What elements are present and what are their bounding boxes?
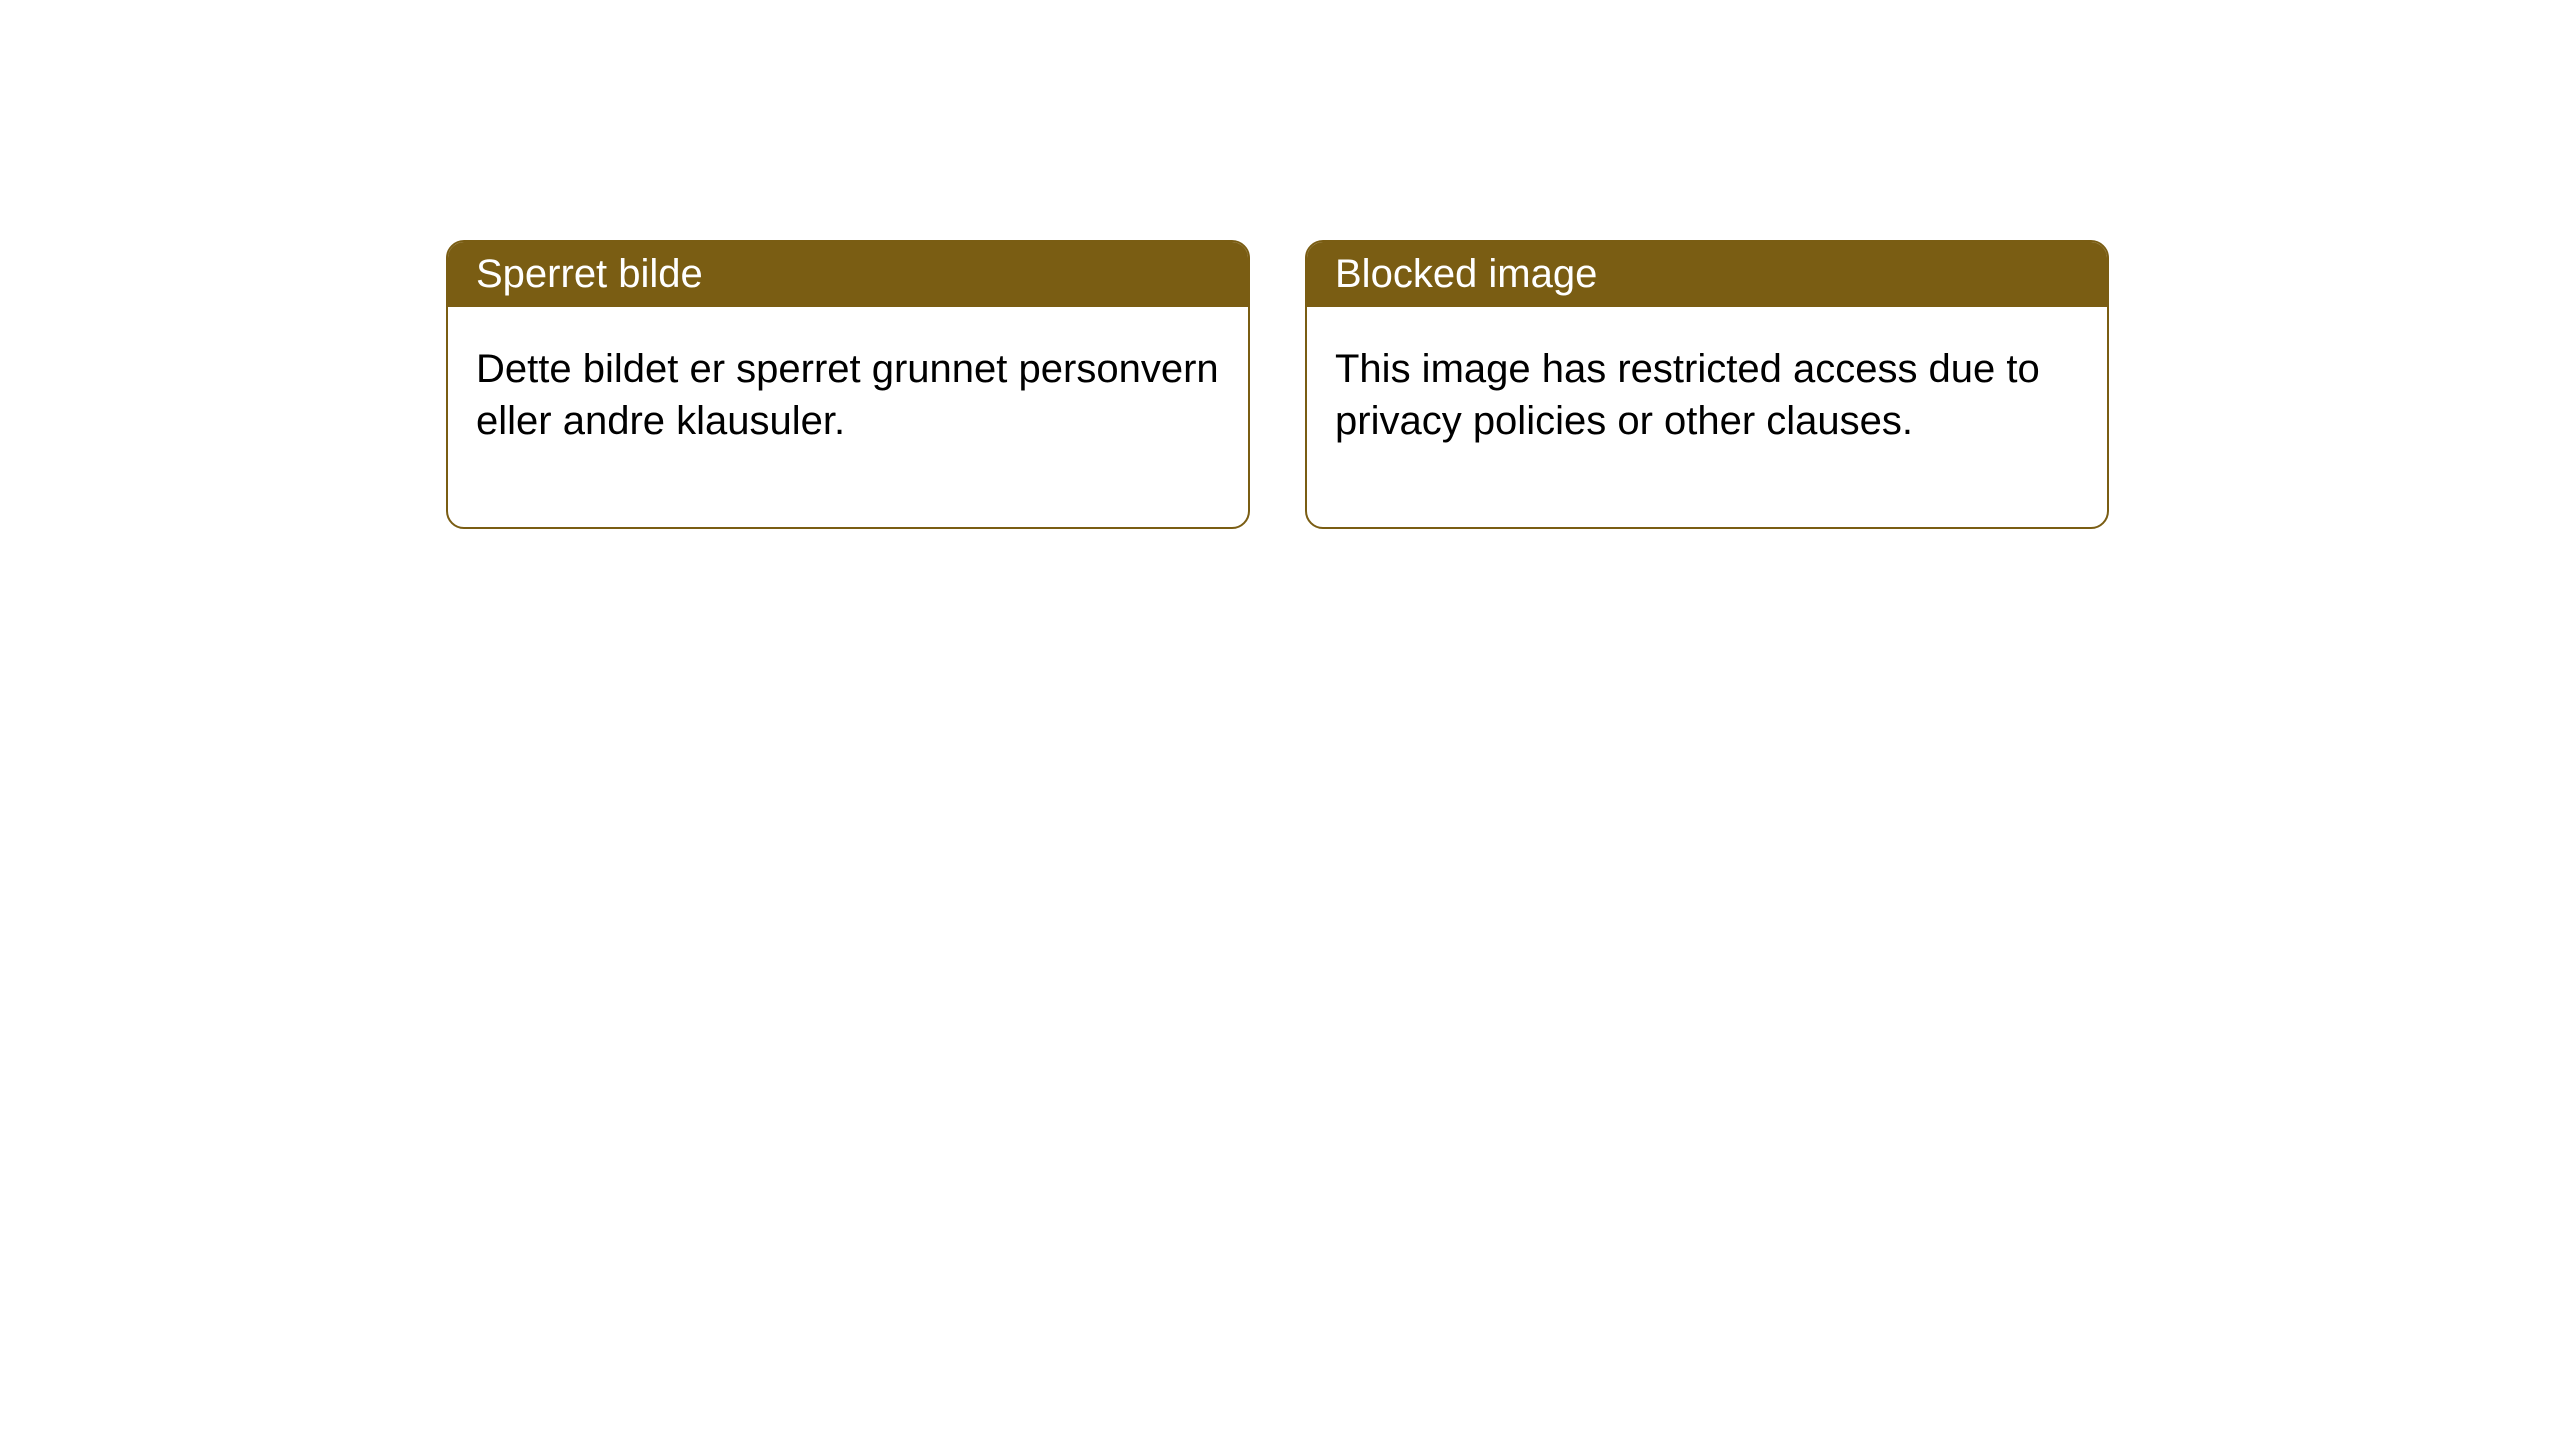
- card-header: Sperret bilde: [448, 242, 1248, 307]
- notice-card-english: Blocked image This image has restricted …: [1305, 240, 2109, 529]
- card-title: Sperret bilde: [476, 252, 703, 296]
- card-body: This image has restricted access due to …: [1307, 307, 2107, 527]
- notice-card-norwegian: Sperret bilde Dette bildet er sperret gr…: [446, 240, 1250, 529]
- card-header: Blocked image: [1307, 242, 2107, 307]
- notice-container: Sperret bilde Dette bildet er sperret gr…: [0, 0, 2560, 529]
- card-body-text: Dette bildet er sperret grunnet personve…: [476, 347, 1219, 443]
- card-title: Blocked image: [1335, 252, 1597, 296]
- card-body: Dette bildet er sperret grunnet personve…: [448, 307, 1248, 527]
- card-body-text: This image has restricted access due to …: [1335, 347, 2040, 443]
